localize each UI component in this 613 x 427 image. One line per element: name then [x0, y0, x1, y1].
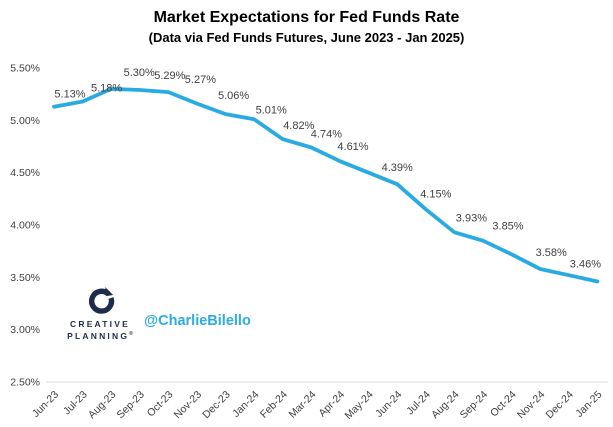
y-tick-label: 5.50% — [10, 63, 40, 75]
creative-planning-logo: CREATIVE PLANNING® — [58, 286, 142, 343]
y-tick-label: 2.50% — [10, 377, 40, 389]
y-tick-label: 3.50% — [10, 272, 40, 284]
logo-text-planning: PLANNING® — [67, 331, 133, 342]
data-label: 4.74% — [311, 129, 342, 141]
data-label: 5.29% — [154, 70, 185, 82]
y-tick-label: 4.50% — [10, 167, 40, 179]
data-label: 3.58% — [536, 247, 567, 259]
data-label: 4.82% — [283, 120, 314, 132]
x-tick-label: Jan-24 — [230, 389, 261, 420]
x-tick-label: Sep-23 — [114, 389, 147, 422]
data-label: 4.61% — [337, 141, 368, 153]
creative-planning-c-icon — [89, 287, 115, 314]
x-tick-label: Feb-24 — [258, 389, 290, 421]
data-label: 4.39% — [382, 162, 413, 174]
x-tick-label: Aug-24 — [429, 389, 462, 422]
data-label: 5.01% — [256, 104, 287, 116]
y-tick-label: 4.00% — [10, 220, 40, 232]
data-label: 3.85% — [492, 221, 523, 233]
registered-mark: ® — [129, 331, 133, 338]
data-label: 4.15% — [420, 188, 451, 200]
x-tick-label: Jun-24 — [373, 389, 404, 420]
charlie-bilello-handle: @CharlieBilello — [144, 313, 251, 329]
chart-header: Market Expectations for Fed Funds Rate (… — [0, 8, 613, 46]
x-tick-label: May-24 — [342, 389, 375, 422]
x-tick-label: Oct-23 — [145, 389, 176, 420]
y-tick-label: 5.00% — [10, 115, 40, 127]
x-tick-label: Nov-24 — [515, 389, 548, 422]
fed-funds-line — [52, 87, 600, 284]
x-tick-label: Aug-23 — [86, 389, 119, 422]
x-tick-label: Nov-23 — [172, 389, 205, 422]
data-label: 5.27% — [185, 74, 216, 86]
x-tick-label: Oct-24 — [488, 389, 519, 420]
data-label: 5.06% — [218, 90, 249, 102]
x-tick-label: Jan-25 — [573, 389, 604, 420]
x-tick-label: Sep-24 — [458, 389, 491, 422]
data-label: 5.30% — [124, 67, 155, 79]
y-tick-label: 3.00% — [10, 324, 40, 336]
data-label: 3.93% — [456, 212, 487, 224]
x-tick-label: Mar-24 — [287, 389, 319, 421]
logo-text-creative: CREATIVE — [70, 319, 130, 329]
data-label: 5.13% — [54, 89, 85, 101]
chart-title: Market Expectations for Fed Funds Rate — [153, 9, 460, 26]
chart-subtitle: (Data via Fed Funds Futures, June 2023 -… — [148, 30, 465, 45]
data-label: 3.46% — [570, 259, 601, 271]
x-tick-label: Jun-23 — [30, 389, 61, 420]
x-tick-label: Dec-23 — [200, 389, 233, 422]
x-tick-label: Dec-24 — [543, 389, 576, 422]
data-label: 5.18% — [91, 82, 122, 94]
